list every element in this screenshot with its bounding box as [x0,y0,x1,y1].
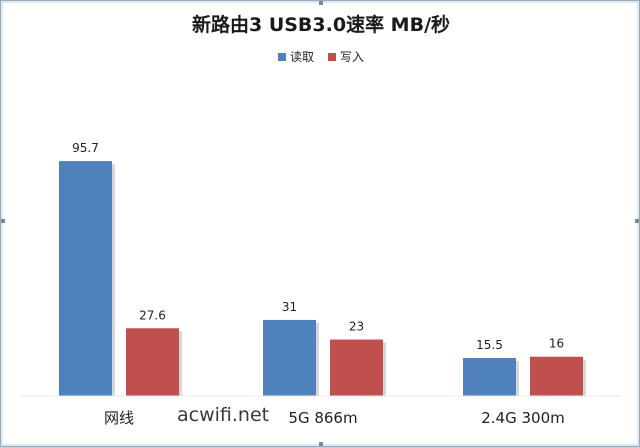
data-label-read-2: 15.5 [476,338,503,352]
data-label-read-0: 95.7 [72,141,99,155]
bar-read-2 [463,357,516,396]
resize-handle-top[interactable] [319,1,323,5]
legend-swatch-write [328,53,336,61]
data-labels-group: 95.7 27.6 31 23 15.5 16 [72,141,564,352]
bar-write-0 [126,328,179,396]
bar-read-1 [263,319,316,396]
bar-write-1 [330,339,383,396]
chart-legend: 读取 写入 [278,50,364,64]
category-label-2: 2.4G 300m [481,409,565,427]
resize-handle-left[interactable] [1,219,5,223]
category-label-0: 网线 [104,409,134,427]
category-label-1: 5G 866m [288,409,357,427]
data-label-write-2: 16 [549,337,564,351]
resize-handle-bottom[interactable] [319,442,323,446]
data-label-write-0: 27.6 [139,308,166,322]
category-labels-group: 网线 5G 866m 2.4G 300m [104,409,565,427]
legend-label-read: 读取 [290,50,314,64]
watermark-text: acwifi.net [177,404,269,426]
chart-title: 新路由3 USB3.0速率 MB/秒 [192,13,450,36]
legend-label-write: 写入 [340,50,364,64]
bars-group [59,161,586,396]
data-label-read-1: 31 [282,300,297,314]
bar-read-0 [59,161,112,396]
bar-write-2 [530,356,583,396]
legend-swatch-read [278,53,286,61]
resize-handle-right[interactable] [635,219,639,223]
data-label-write-1: 23 [349,320,364,334]
